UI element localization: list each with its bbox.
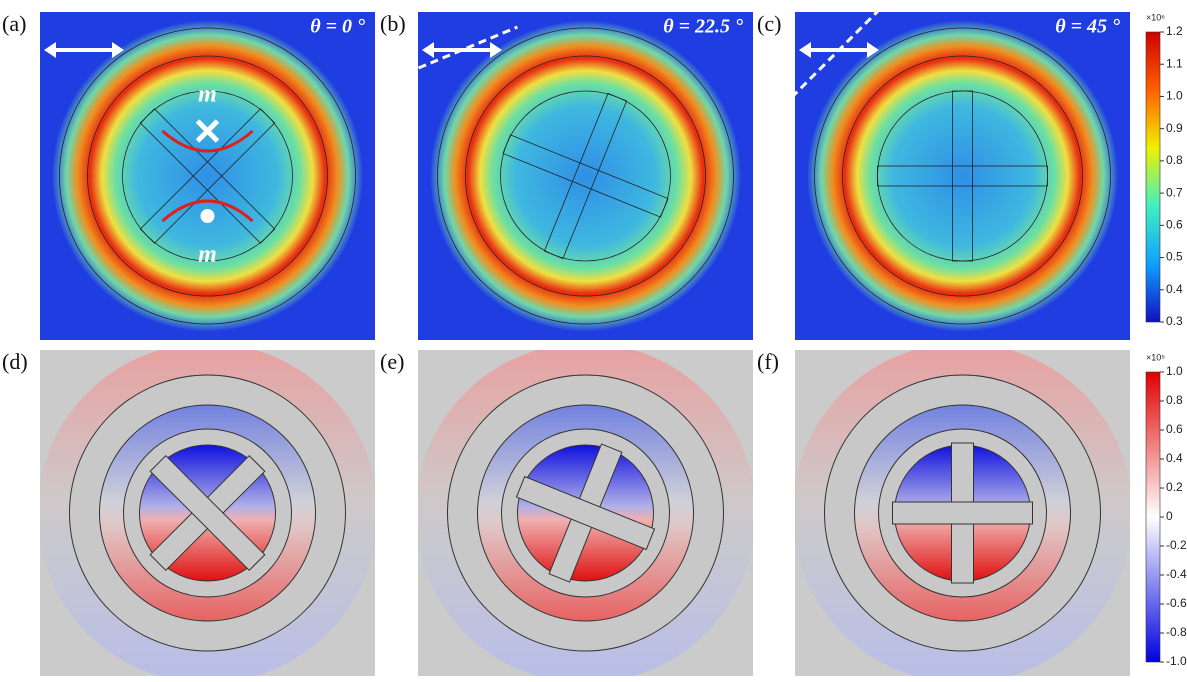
- colorbar-tick-label: -0.6: [1166, 596, 1187, 610]
- field-map: [793, 343, 1133, 682]
- dot-mark: [201, 209, 215, 223]
- colorbar-tick-label: 0.6: [1166, 422, 1183, 436]
- arm: [893, 502, 1033, 524]
- map-body: [416, 343, 756, 682]
- angle-label: θ = 22.5 °: [663, 16, 743, 38]
- colorbar-tick-label: 0.2: [1166, 480, 1183, 494]
- panel-label: (f): [757, 349, 779, 374]
- map-body: [40, 12, 375, 340]
- map-body: [795, 12, 1130, 340]
- field-map: mm: [40, 12, 375, 340]
- field-map: [38, 343, 378, 682]
- colorbar-tick-label: -0.2: [1166, 538, 1187, 552]
- colorbar-tick-label: 0.7: [1166, 185, 1183, 199]
- heat-ring: [53, 21, 363, 331]
- panel-label: (b): [380, 11, 406, 36]
- colorbar-multiplier: ×10⁵: [1146, 352, 1165, 362]
- moment-label: m: [198, 242, 217, 268]
- colorbar-tick-label: 0.6: [1166, 218, 1183, 232]
- colorbar-tick-label: 0: [1166, 509, 1173, 523]
- colorbar-tick-label: 1.1: [1166, 56, 1183, 70]
- colorbar-tick-label: 0.4: [1166, 282, 1183, 296]
- colorbar: [1146, 372, 1160, 662]
- colorbar-tick-label: 1.0: [1166, 89, 1183, 103]
- colorbar-tick-label: 0.8: [1166, 393, 1183, 407]
- colorbar-tick-label: 0.3: [1166, 314, 1183, 328]
- colorbar-tick-label: 0.4: [1166, 451, 1183, 465]
- colorbar-multiplier: ×10⁶: [1146, 12, 1165, 22]
- resonator: [879, 429, 1047, 597]
- colorbar-tick-label: -1.0: [1166, 654, 1187, 668]
- field-map: [407, 12, 753, 340]
- colorbar: [1146, 32, 1160, 322]
- colorbar-tick-label: 0.5: [1166, 250, 1183, 264]
- panel-label: (e): [380, 349, 404, 374]
- angle-label: θ = 0 °: [310, 16, 365, 38]
- heat-ring: [808, 21, 1118, 331]
- colorbar-tick-label: 0.8: [1166, 153, 1183, 167]
- page: {"panels":[{"label":"(a)","angle":"θ = 0…: [0, 0, 1187, 682]
- colorbar-tick-label: -0.8: [1166, 625, 1187, 639]
- map-body: [38, 343, 378, 682]
- field-map: [782, 0, 1130, 340]
- map-body: [793, 343, 1133, 682]
- colorbar-tick-label: 0.9: [1166, 121, 1183, 135]
- map-body: [418, 12, 753, 340]
- moment-label: m: [198, 82, 217, 108]
- colorbar-tick-label: -0.4: [1166, 567, 1187, 581]
- angle-label: θ = 45 °: [1055, 16, 1120, 38]
- figure: (a)mmθ = 0 °(b)θ = 22.5 °(c)θ = 45 °(d)(…: [0, 0, 1187, 682]
- panel-label: (c): [757, 11, 781, 36]
- field-map: [416, 343, 756, 682]
- heat-ring: [431, 21, 741, 331]
- colorbar-tick-label: 1.0: [1166, 364, 1183, 378]
- colorbar-tick-label: 1.2: [1166, 24, 1183, 38]
- panel-label: (d): [2, 349, 28, 374]
- panel-label: (a): [2, 11, 26, 36]
